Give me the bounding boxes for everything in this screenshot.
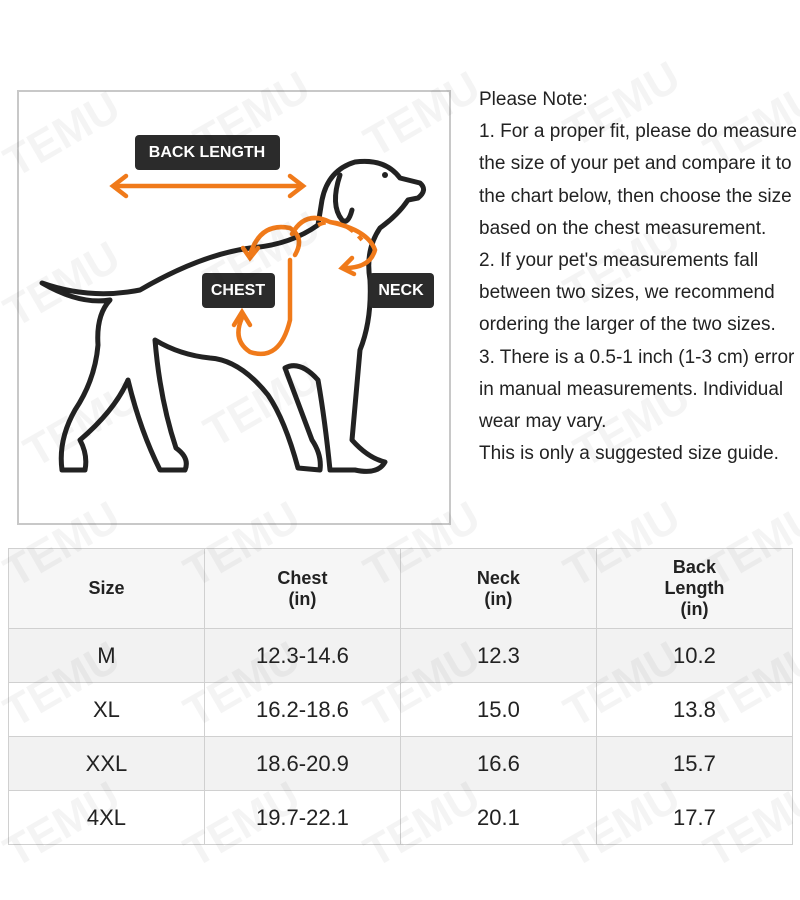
note: Please Note: 1. For a proper fit, please…	[479, 84, 800, 470]
header-line: (in)	[288, 588, 317, 609]
header-line: (in)	[484, 588, 513, 609]
header-line: (in)	[680, 599, 709, 619]
header-cell: Neck (in)	[399, 548, 597, 629]
header-cell: Back Length (in)	[595, 548, 794, 629]
table-row: XXL 18.6-20.9 16.6 15.7	[8, 736, 794, 791]
table-cell: 15.7	[595, 736, 794, 791]
header-line: Neck	[476, 567, 520, 588]
table-cell: 17.7	[595, 790, 794, 845]
table-cell: XL	[8, 682, 205, 737]
label-back-length: BACK LENGTH	[149, 144, 265, 161]
table-cell: 20.1	[399, 790, 597, 845]
note-item: 2. If your pet's measurements fall betwe…	[479, 250, 776, 336]
label-neck: NECK	[378, 282, 424, 299]
header-line: Size	[88, 578, 125, 598]
header-line: Length	[664, 578, 725, 598]
header-cell: Size	[8, 548, 205, 629]
note-title: Please Note:	[479, 89, 588, 110]
table-cell: 12.3-14.6	[203, 628, 401, 683]
table-row: XL 16.2-18.6 15.0 13.8	[8, 682, 794, 737]
size-table: Size Chest (in) Neck (in) Back Length (in) M 12.3…	[8, 548, 794, 845]
note-item: 3. There is a 0.5-1 inch (1-3 cm) error …	[479, 346, 795, 433]
table-cell: XXL	[8, 736, 205, 791]
label-chest: CHEST	[211, 282, 265, 299]
note-item: 1. For a proper fit, please do measure t…	[479, 121, 797, 239]
table-cell: M	[8, 628, 205, 683]
table-cell: 16.2-18.6	[203, 682, 401, 737]
table-cell: 15.0	[399, 682, 597, 737]
table-cell: 13.8	[595, 682, 794, 737]
table-cell: 4XL	[8, 790, 205, 845]
table-cell: 10.2	[595, 628, 794, 683]
table-cell: 18.6-20.9	[203, 736, 401, 791]
table-cell: 16.6	[399, 736, 597, 791]
table-cell: 19.7-22.1	[203, 790, 401, 845]
header-line: Chest	[277, 567, 328, 588]
table-cell: 12.3	[399, 628, 597, 683]
header-row: Size Chest (in) Neck (in) Back Length (in)	[8, 548, 794, 629]
header-cell: Chest (in)	[203, 548, 401, 629]
table-row: 4XL 19.7-22.1 20.1 17.7	[8, 790, 794, 845]
note-item: This is only a suggested size guide.	[479, 443, 779, 465]
header-line: Back	[672, 557, 716, 577]
dog-diagram: BACK LENGTH CHEST NECK	[39, 135, 434, 474]
table-row: M 12.3-14.6 12.3 10.2	[8, 628, 794, 683]
